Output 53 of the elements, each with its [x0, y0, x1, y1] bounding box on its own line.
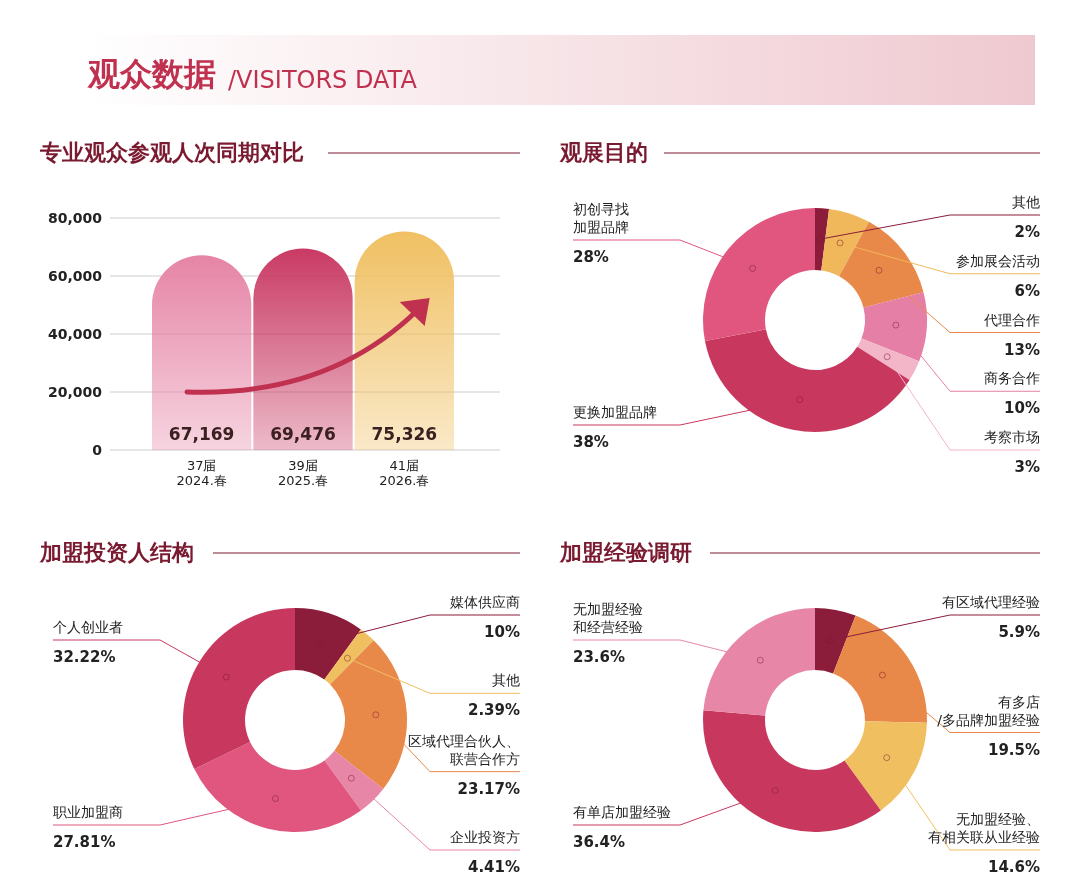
y-tick-label: 20,000: [47, 384, 103, 400]
data-label: 3%: [1014, 458, 1040, 476]
data-label: 75,326: [371, 424, 438, 444]
slice-label: 其他: [1012, 194, 1040, 210]
slice-label: 职业加盟商: [53, 804, 123, 820]
slice-label: 区域代理合伙人、联营合作方: [408, 732, 520, 767]
data-label: 2.39%: [467, 701, 520, 720]
data-label: 19.5%: [987, 740, 1040, 759]
chart-title: 加盟经验调研: [559, 539, 692, 565]
slice-label: 更换加盟品牌: [573, 404, 657, 420]
chart-title: 专业观众参观人次同期对比: [39, 139, 304, 165]
data-label: 14.6%: [987, 858, 1040, 876]
data-label: 6%: [1014, 281, 1040, 300]
data-label: 23.6%: [573, 648, 626, 666]
data-label: 27.81%: [53, 833, 116, 851]
slice-label: 有单店加盟经验: [573, 804, 671, 820]
x-tick-label: 39届 2025.春: [277, 458, 329, 488]
y-tick-label: 60,000: [47, 268, 103, 284]
slice-label: 个人创业者: [53, 619, 123, 635]
chart-title: 加盟投资人结构: [39, 539, 194, 565]
x-tick-label: 41届 2026.春: [379, 458, 430, 488]
slice-label: 代理合作: [983, 311, 1040, 328]
slice-label: 初创寻找加盟品牌: [573, 201, 629, 235]
data-label: 38%: [573, 433, 609, 451]
data-label: 28%: [573, 248, 609, 266]
data-label: 69,476: [270, 424, 336, 444]
data-label: 13%: [1004, 340, 1040, 359]
data-label: 67,169: [168, 424, 235, 444]
slice-label: 其他: [492, 672, 520, 689]
data-label: 36.4%: [573, 833, 626, 851]
text: 观众数据: [87, 55, 216, 93]
slice-label: 有区域代理经验: [942, 594, 1040, 610]
slice-label: 无加盟经验、有相关联从业经验: [928, 811, 1040, 845]
slice-label: 媒体供应商: [450, 594, 520, 610]
slice-label: 参加展会活动: [956, 252, 1040, 269]
slice-label: 有多店/多品牌加盟经验: [937, 693, 1040, 728]
data-label: 4.41%: [467, 858, 520, 876]
slice-label: 无加盟经验和经营经验: [573, 601, 643, 635]
slice-label: 考察市场: [984, 429, 1040, 445]
data-label: 23.17%: [457, 779, 520, 798]
x-tick-label: 37届 2024.春: [176, 458, 227, 488]
y-tick-label: 0: [92, 442, 103, 458]
chart-title: 观展目的: [559, 139, 648, 165]
text: /VISITORS DATA: [228, 66, 418, 94]
y-tick-label: 40,000: [47, 326, 103, 342]
data-label: 10%: [1004, 399, 1040, 418]
data-label: 5.9%: [998, 623, 1040, 641]
data-label: 10%: [484, 623, 520, 641]
slice-label: 商务合作: [984, 370, 1040, 387]
slice-label: 企业投资方: [450, 829, 520, 845]
data-label: 2%: [1014, 223, 1040, 241]
y-tick-label: 80,000: [47, 210, 103, 226]
data-label: 32.22%: [53, 648, 116, 666]
